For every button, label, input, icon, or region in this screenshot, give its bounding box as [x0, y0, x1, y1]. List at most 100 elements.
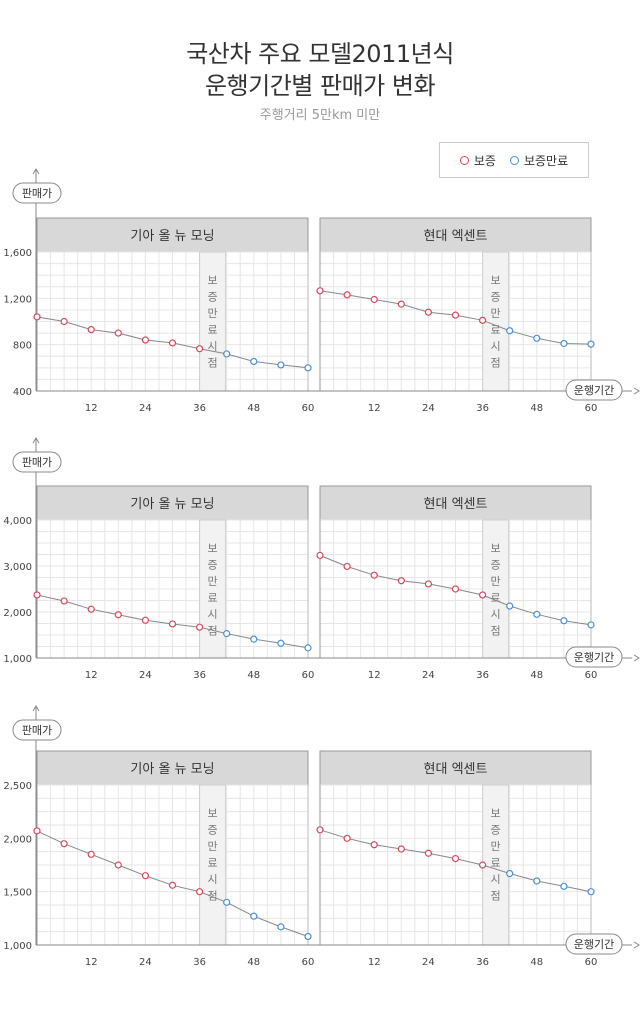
data-point-warranty: [168, 881, 177, 889]
data-point-warranty: [196, 623, 204, 631]
legend-label-warranty-expired: 보증만료: [523, 153, 569, 168]
data-point-warranty: [87, 850, 95, 858]
warranty-end-label-char: 만: [491, 840, 501, 853]
warranty-end-label-char: 시: [491, 340, 501, 353]
data-point-warranty: [87, 326, 95, 334]
data-point-warranty: [316, 287, 324, 295]
data-point-warranty: [168, 339, 177, 347]
data-point-warranty: [424, 849, 432, 857]
data-point-warranty: [424, 580, 432, 588]
page-title-line2: 운행기간별 판매가 변화: [204, 72, 436, 100]
y-axis-arrow-icon: [32, 437, 40, 444]
warranty-end-label-char: 료: [208, 324, 218, 337]
data-point-warranty: [343, 291, 351, 299]
data-point-warranty: [196, 345, 204, 353]
data-point-warranty: [451, 585, 460, 593]
warranty-end-label-char: 시: [208, 873, 218, 886]
panel-header: [36, 217, 309, 253]
data-point-warranty-expired: [304, 364, 312, 372]
x-axis-label-pill: [565, 933, 623, 955]
data-point-warranty: [479, 591, 487, 599]
x-tick-label: 24: [422, 957, 435, 968]
page-title-line1: 국산차 주요 모델2011년식: [186, 40, 454, 68]
warranty-end-label-char: 증: [208, 559, 218, 572]
warranty-end-label-char: 시: [208, 608, 218, 621]
panel-header: [319, 485, 592, 521]
panel-header: [36, 750, 309, 786]
data-point-warranty-expired: [250, 635, 258, 643]
x-tick-label: 24: [422, 670, 435, 681]
warranty-end-label-char: 만: [208, 840, 218, 853]
data-point-warranty: [343, 562, 351, 571]
x-tick-label: 12: [85, 957, 98, 968]
data-point-warranty: [33, 827, 41, 835]
x-axis-label: 운행기간: [574, 384, 614, 397]
warranty-end-label-char: 점: [491, 357, 501, 370]
legend-item-warranty-expired: 보증만료: [509, 152, 569, 169]
y-tick-label: 3,000: [3, 562, 32, 573]
y-tick-label: 4,000: [3, 516, 32, 527]
panel-title: 현대 엑센트: [424, 497, 488, 512]
warranty-end-label-char: 시: [491, 608, 501, 621]
warranty-end-label-char: 보: [208, 807, 218, 820]
page-subtitle: 주행거리 5만km 미만: [259, 108, 381, 123]
warranty-end-label-char: 증: [491, 559, 501, 572]
warranty-end-label-char: 료: [208, 592, 218, 605]
data-point-warranty: [424, 308, 432, 316]
data-point-warranty: [451, 854, 460, 863]
y-tick-label: 1,000: [3, 941, 32, 952]
panel-header: [319, 750, 592, 786]
y-axis-label: 판매가: [22, 456, 52, 469]
warranty-end-label-char: 시: [491, 873, 501, 886]
warranty-end-label-char: 보: [491, 807, 501, 820]
data-point-warranty: [33, 591, 41, 599]
panel-title: 기아 올 뉴 모닝: [130, 229, 214, 244]
x-tick-label: 48: [530, 403, 543, 414]
warranty-end-label-char: 료: [491, 324, 501, 337]
x-tick-label: 36: [476, 403, 489, 414]
warranty-end-label-char: 만: [491, 575, 501, 588]
data-point-warranty: [141, 616, 149, 624]
warranty-end-label-char: 점: [208, 625, 218, 638]
x-tick-label: 48: [247, 403, 260, 414]
x-tick-label: 60: [302, 957, 315, 968]
y-axis-arrow-icon: [32, 705, 40, 712]
x-tick-label: 12: [368, 957, 381, 968]
x-tick-label: 60: [302, 670, 315, 681]
x-tick-label: 24: [139, 670, 152, 681]
data-point-warranty-expired: [304, 932, 312, 941]
warranty-end-label-char: 증: [208, 824, 218, 837]
panel-title: 기아 올 뉴 모닝: [130, 497, 214, 512]
data-point-warranty: [370, 295, 378, 304]
data-point-warranty-expired: [277, 639, 285, 647]
y-tick-label: 1,000: [3, 654, 32, 665]
y-axis-label-pill: [12, 719, 62, 741]
y-axis-label: 판매가: [22, 187, 52, 200]
data-point-warranty-expired: [533, 877, 541, 885]
panel-title: 현대 엑센트: [424, 762, 488, 777]
data-point-warranty-expired: [277, 361, 285, 369]
data-point-warranty-expired: [533, 334, 541, 342]
warranty-end-label-char: 료: [491, 857, 501, 870]
data-point-warranty: [370, 841, 378, 849]
data-point-warranty: [397, 300, 405, 308]
data-point-warranty: [141, 872, 149, 880]
data-point-warranty: [60, 597, 68, 605]
warranty-end-label-char: 료: [208, 857, 218, 870]
data-point-warranty: [168, 620, 177, 628]
x-axis-arrow-icon: [633, 654, 640, 662]
x-tick-label: 24: [139, 403, 152, 414]
data-point-warranty: [397, 577, 405, 585]
x-tick-label: 36: [193, 670, 206, 681]
data-point-warranty: [141, 336, 149, 344]
warranty-end-band: [482, 519, 510, 659]
data-point-warranty-expired: [250, 357, 258, 366]
data-point-warranty: [114, 611, 122, 619]
data-point-warranty: [114, 329, 122, 337]
warranty-end-label-char: 증: [208, 291, 218, 304]
warranty-end-label-char: 만: [491, 307, 501, 320]
data-point-warranty-expired: [587, 888, 595, 896]
x-axis-arrow-icon: [633, 387, 640, 395]
x-axis-label: 운행기간: [574, 938, 614, 951]
warranty-end-label-char: 시: [208, 340, 218, 353]
